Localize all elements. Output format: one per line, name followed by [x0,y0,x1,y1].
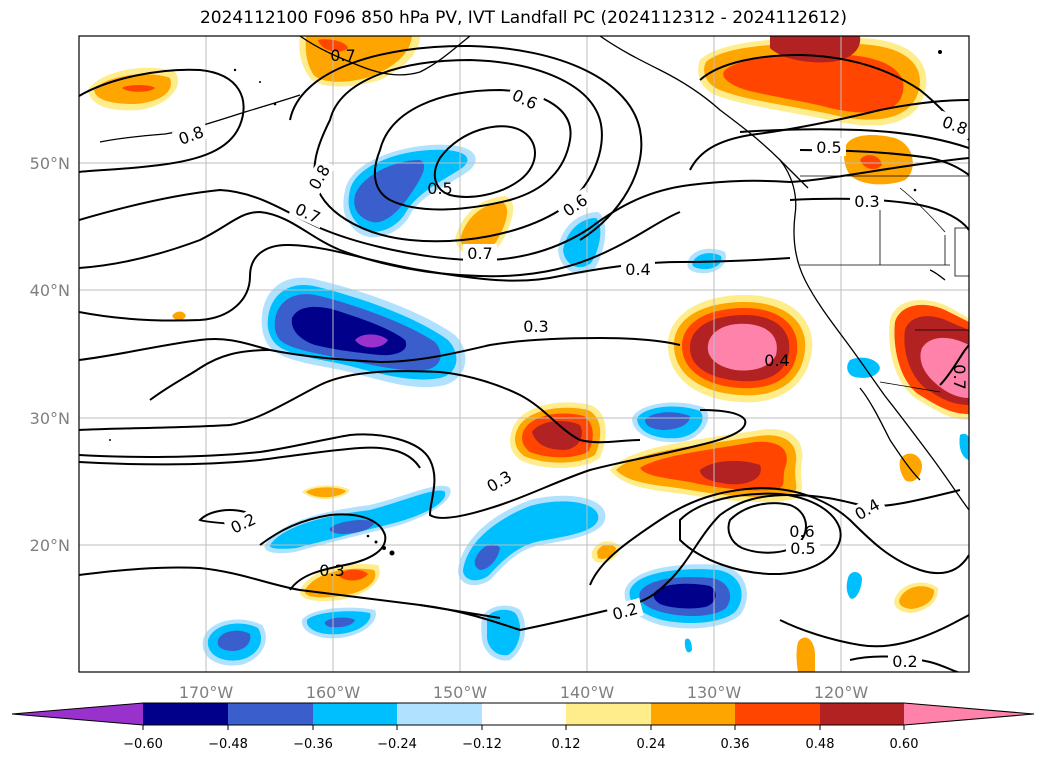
colorbar-tick-label: −0.36 [293,737,333,752]
contour-label: 0.2 [892,652,917,671]
colorbar-tick-label: −0.48 [208,737,248,752]
contour-label: 0.4 [764,351,789,370]
colorbar-bin [820,703,904,725]
contour-label: 0.7 [467,244,492,263]
colorbar-tick-label: 0.48 [806,737,835,752]
colorbar-bin [566,703,651,725]
colorbar: −0.60 −0.48 −0.36 −0.24 −0.12 0.12 0.24 … [11,702,1035,752]
colorbar-bin [228,703,313,725]
colorbar-tick-label: −0.60 [123,737,163,752]
colorbar-bin [313,703,397,725]
contour-label: 0.7 [950,364,969,389]
contour-label: 0.5 [790,539,815,558]
lat-tick-label: 30°N [30,409,70,428]
pv-contours [79,44,969,672]
lon-tick-label: 130°W [687,683,742,702]
colorbar-extend-min [12,703,143,725]
colorbar-extend-max [904,703,1034,725]
lat-tick-label: 20°N [30,536,70,555]
map-frame [78,35,970,673]
map-title: 2024112100 F096 850 hPa PV, IVT Landfall… [199,8,847,28]
contour-label: 0.3 [854,192,879,211]
contour-label: 0.4 [625,260,650,279]
map-panel: 0.8 0.8 0.8 0.7 0.7 0.7 0.6 0.6 0.6 0.5 … [79,36,969,672]
state-borders [800,175,969,393]
colorbar-bin [482,703,566,725]
latitude-labels: 50°N 40°N 30°N 20°N [30,154,70,555]
colorbar-tick-label: 0.24 [637,737,666,752]
contour-label: 0.5 [816,138,841,157]
lon-tick-label: 150°W [433,683,488,702]
colorbar-bin [143,703,228,725]
lat-tick-label: 40°N [30,281,70,300]
colorbar-tick-label: 0.12 [552,737,581,752]
colorbar-tick-label: 0.36 [721,737,750,752]
colorbar-bin [397,703,482,725]
contour-label: 0.7 [330,46,355,65]
colorbar-tick-label: −0.12 [462,737,502,752]
lon-tick-label: 120°W [814,683,869,702]
contour-label: 0.3 [319,561,344,580]
colorbar-tick-label: −0.24 [377,737,417,752]
longitude-labels: 170°W 160°W 150°W 140°W 130°W 120°W [179,683,869,702]
lon-tick-label: 140°W [560,683,615,702]
contour-label: 0.3 [523,317,548,336]
colorbar-bin [651,703,735,725]
graticule [79,36,969,672]
lon-tick-label: 160°W [306,683,361,702]
lat-tick-label: 50°N [30,154,70,173]
contour-label: 0.5 [427,179,452,198]
colorbar-tick-label: 0.60 [890,737,919,752]
colorbar-bin [735,703,820,725]
lon-tick-label: 170°W [179,683,234,702]
contour-label: 0.6 [789,522,814,541]
